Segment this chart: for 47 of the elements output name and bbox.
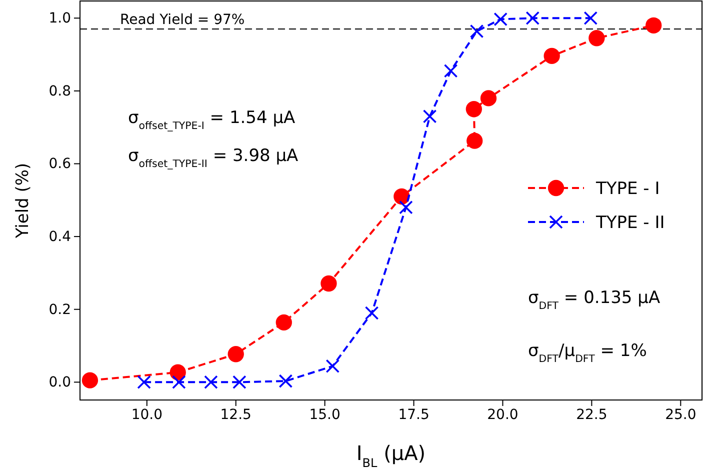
point xyxy=(170,364,186,380)
point xyxy=(320,275,337,292)
point xyxy=(470,24,484,38)
annotation: σ$_{offset_TYPE-II}$ = 3.98 μA xyxy=(128,146,299,170)
legend-label: TYPE - II xyxy=(595,213,665,233)
y-tick-label: 0.6 xyxy=(48,156,72,172)
point xyxy=(584,11,598,26)
point xyxy=(588,30,605,46)
point xyxy=(204,375,218,390)
point xyxy=(466,132,483,149)
point xyxy=(399,200,413,214)
point xyxy=(232,375,246,390)
x-tick-label: 15.0 xyxy=(309,406,340,423)
point xyxy=(466,101,482,118)
point xyxy=(276,314,292,331)
point xyxy=(444,64,458,78)
point xyxy=(172,375,186,390)
point xyxy=(137,375,151,390)
x-tick-label: 22.5 xyxy=(576,406,608,423)
annotation: σ$_{DFT}$/μ$_{DFT}$ = 1% xyxy=(528,341,647,364)
point xyxy=(228,346,244,362)
point xyxy=(526,11,540,26)
point xyxy=(480,90,497,106)
y-tick-label: 0.0 xyxy=(48,374,71,391)
x-tick-label: 25.0 xyxy=(665,406,696,423)
y-axis-title: Yield (%) xyxy=(13,162,33,240)
legend-label: TYPE - I xyxy=(595,179,660,199)
point xyxy=(82,372,98,388)
point xyxy=(646,17,662,34)
x-axis-title: I$_{BL}$ (μA) xyxy=(356,441,426,470)
point xyxy=(278,374,293,388)
x-tick-label: 10.0 xyxy=(131,406,162,423)
annotation: σ$_{offset_TYPE-I}$ = 1.54 μA xyxy=(128,108,296,132)
point xyxy=(326,359,340,374)
x-tick-label: 12.5 xyxy=(220,406,252,423)
annotation: σ$_{DFT}$ = 0.135 μA xyxy=(528,288,660,312)
y-tick-label: 0.2 xyxy=(48,302,71,318)
point xyxy=(544,48,560,64)
y-tick-label: 1.0 xyxy=(48,10,71,27)
point xyxy=(364,306,379,320)
point xyxy=(494,12,508,26)
ref-line-label: Read Yield = 97% xyxy=(120,12,245,28)
y-tick-label: 0.4 xyxy=(48,229,72,246)
x-tick-label: 20.0 xyxy=(487,406,518,423)
point xyxy=(422,110,437,124)
y-tick-label: 0.8 xyxy=(48,83,71,100)
x-tick-label: 17.5 xyxy=(398,406,430,423)
